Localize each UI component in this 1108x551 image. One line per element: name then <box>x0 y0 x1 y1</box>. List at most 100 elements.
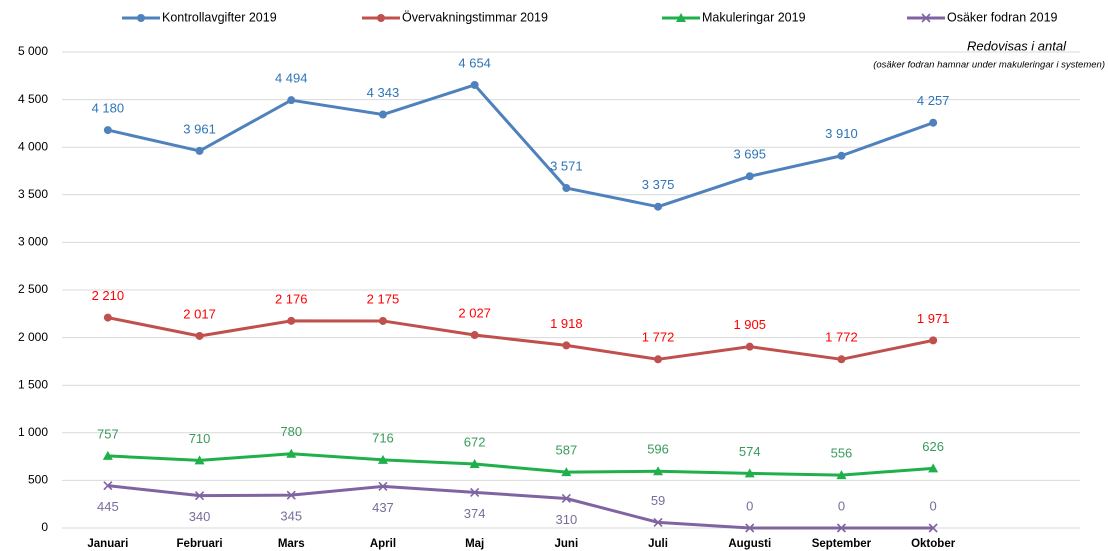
data-point <box>928 523 938 533</box>
data-point <box>103 481 113 491</box>
data-point <box>378 481 388 491</box>
data-point <box>286 448 297 458</box>
data-label: 1 905 <box>733 317 766 332</box>
y-tick-label: 500 <box>28 473 48 487</box>
data-label: 0 <box>838 498 845 513</box>
y-tick-label: 0 <box>41 520 48 534</box>
legend-marker <box>137 14 145 22</box>
y-tick-label: 4 000 <box>18 139 48 153</box>
x-tick-label: Januari <box>87 538 128 550</box>
legend-marker <box>377 14 385 22</box>
data-point <box>653 466 664 476</box>
data-label: 4 494 <box>275 71 308 86</box>
y-tick-label: 4 500 <box>18 92 48 106</box>
data-point <box>194 455 205 465</box>
data-label: 345 <box>280 509 302 524</box>
legend-marker <box>921 13 931 23</box>
x-tick-label: Mars <box>278 538 305 550</box>
data-point <box>561 467 572 477</box>
data-label: 596 <box>647 442 669 457</box>
legend-marker <box>676 13 686 22</box>
data-point <box>286 490 296 500</box>
data-label: 3 695 <box>733 147 766 162</box>
data-label: 2 175 <box>367 291 400 306</box>
data-label: 2 017 <box>183 306 216 321</box>
series-line <box>107 484 934 530</box>
y-tick-label: 2 000 <box>18 330 48 344</box>
data-point <box>653 517 663 527</box>
data-point <box>195 146 204 155</box>
data-label: 0 <box>746 498 753 513</box>
x-tick-label: Maj <box>465 538 484 550</box>
y-tick-label: 1 500 <box>18 377 48 391</box>
data-point <box>654 202 663 211</box>
y-tick-label: 2 500 <box>18 282 48 296</box>
data-point <box>837 151 846 160</box>
data-point <box>287 316 296 325</box>
data-point <box>378 316 387 325</box>
data-label: 374 <box>464 506 486 521</box>
data-label: 1 772 <box>825 330 858 345</box>
data-point <box>102 450 113 460</box>
data-point <box>929 118 938 127</box>
data-point <box>470 80 479 89</box>
annotation: Redovisas i antal <box>967 38 1067 53</box>
y-tick-label: 3 500 <box>18 187 48 201</box>
series-line <box>107 83 934 209</box>
data-point <box>377 454 388 464</box>
data-label: 3 571 <box>550 158 583 173</box>
data-point <box>378 110 387 119</box>
legend-label: Övervakningstimmar 2019 <box>402 10 548 24</box>
legend-label: Osäker fodran 2019 <box>947 10 1058 24</box>
data-label: 445 <box>97 499 119 514</box>
data-label: 4 343 <box>367 85 400 100</box>
data-label: 757 <box>97 426 119 441</box>
data-label: 4 257 <box>917 93 950 108</box>
data-label: 672 <box>464 434 486 449</box>
data-point <box>470 331 479 340</box>
data-label: 1 971 <box>917 311 950 326</box>
data-label: 626 <box>922 439 944 454</box>
data-label: 59 <box>651 493 665 508</box>
x-tick-label: Juni <box>555 538 579 550</box>
data-point <box>836 470 847 480</box>
x-tick-label: April <box>370 538 396 550</box>
data-point <box>103 313 112 322</box>
data-point <box>654 355 663 364</box>
data-point <box>194 491 205 501</box>
data-label: 4 180 <box>92 101 125 116</box>
y-tick-label: 1 000 <box>18 425 48 439</box>
x-tick-label: September <box>812 538 872 550</box>
data-label: 574 <box>739 444 761 459</box>
data-label: 3 910 <box>825 126 858 141</box>
data-label: 587 <box>555 443 577 458</box>
data-label: 4 654 <box>458 55 491 70</box>
data-point <box>836 523 847 533</box>
data-point <box>745 523 755 533</box>
data-point <box>470 487 480 497</box>
data-point <box>561 493 571 504</box>
data-label: 3 375 <box>642 177 675 192</box>
data-label: 437 <box>372 500 394 515</box>
data-point <box>744 468 755 478</box>
x-tick-label: Februari <box>177 538 223 550</box>
data-point <box>745 172 754 181</box>
data-label: 340 <box>189 509 211 524</box>
data-point <box>287 96 296 105</box>
annotation: (osäker fodran hamnar under makuleringar… <box>873 60 1105 71</box>
x-tick-label: Oktober <box>911 538 956 550</box>
series-line <box>107 452 934 477</box>
x-tick-label: Juli <box>648 538 668 550</box>
data-label: 556 <box>831 446 853 461</box>
data-point <box>928 463 939 473</box>
data-point <box>469 459 480 469</box>
data-label: 1 918 <box>550 316 583 331</box>
x-tick-label: Augusti <box>728 538 771 550</box>
data-label: 310 <box>555 512 577 527</box>
legend-label: Kontrollavgifter 2019 <box>162 10 277 24</box>
data-label: 710 <box>189 431 211 446</box>
series-line <box>107 316 934 361</box>
data-label: 0 <box>930 498 937 513</box>
data-label: 1 772 <box>642 330 675 345</box>
